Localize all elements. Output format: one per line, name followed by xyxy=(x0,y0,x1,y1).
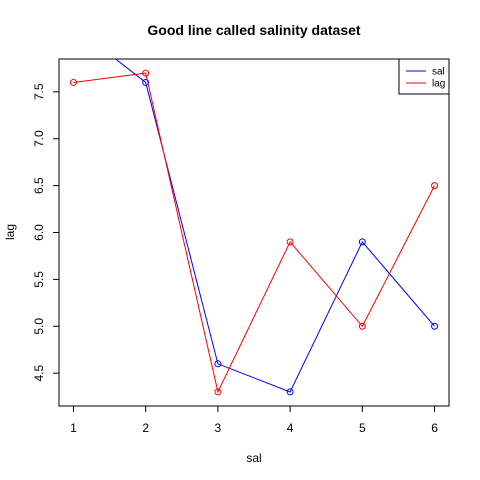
data-point-sal xyxy=(70,23,76,29)
y-tick-label: 6.0 xyxy=(32,224,46,241)
chart-title: Good line called salinity dataset xyxy=(147,22,361,38)
x-axis: 1 2 3 4 5 6 xyxy=(70,405,438,435)
plot-frame xyxy=(58,58,450,407)
data-point-sal xyxy=(358,238,366,246)
y-tick-label: 7.5 xyxy=(32,83,46,100)
legend-label-lag: lag xyxy=(432,79,445,90)
y-axis-label: lag xyxy=(3,224,17,240)
x-tick-label: 5 xyxy=(359,421,366,435)
y-axis: 4.5 5.0 5.5 6.0 6.5 7.0 7.5 xyxy=(32,83,60,382)
data-point-lag xyxy=(358,322,366,330)
data-point-sal xyxy=(214,360,222,368)
data-point-lag xyxy=(69,78,77,86)
series-layer xyxy=(69,23,439,396)
data-point-lag xyxy=(142,69,150,77)
x-tick-label: 3 xyxy=(215,421,222,435)
y-tick-label: 7.0 xyxy=(32,130,46,147)
data-point-sal xyxy=(142,78,150,86)
series-line-lag xyxy=(73,72,436,394)
data-point-lag xyxy=(431,182,439,190)
y-tick-label: 5.5 xyxy=(32,271,46,288)
x-tick-label: 2 xyxy=(142,421,149,435)
data-point-lag xyxy=(214,388,222,396)
series-line-sal xyxy=(114,59,435,393)
y-tick-label: 4.5 xyxy=(32,365,46,382)
data-point-sal xyxy=(286,388,294,396)
y-tick-label: 5.0 xyxy=(32,318,46,335)
x-tick-label: 6 xyxy=(431,421,438,435)
x-tick-label: 1 xyxy=(70,421,77,435)
legend-box xyxy=(398,58,450,95)
data-point-sal xyxy=(431,322,439,330)
legend-label-sal: sal xyxy=(432,67,445,78)
x-tick-label: 4 xyxy=(287,421,294,435)
x-axis-label: sal xyxy=(246,451,261,465)
data-point-lag xyxy=(286,238,294,246)
y-tick-label: 6.5 xyxy=(32,177,46,194)
